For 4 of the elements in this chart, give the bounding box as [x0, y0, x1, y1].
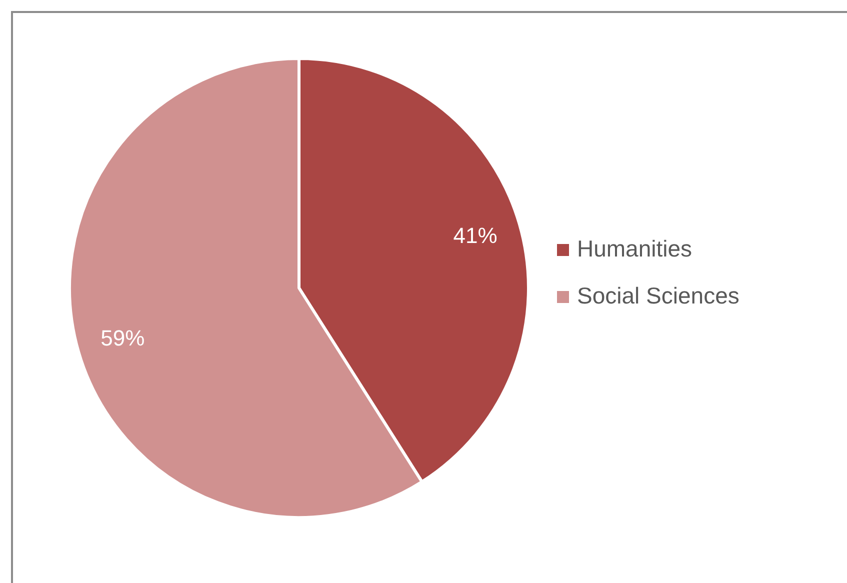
legend-label: Humanities	[577, 235, 692, 262]
data-label: 59%	[100, 325, 145, 350]
data-label: 41%	[453, 222, 498, 248]
legend-label: Social Sciences	[577, 282, 740, 308]
